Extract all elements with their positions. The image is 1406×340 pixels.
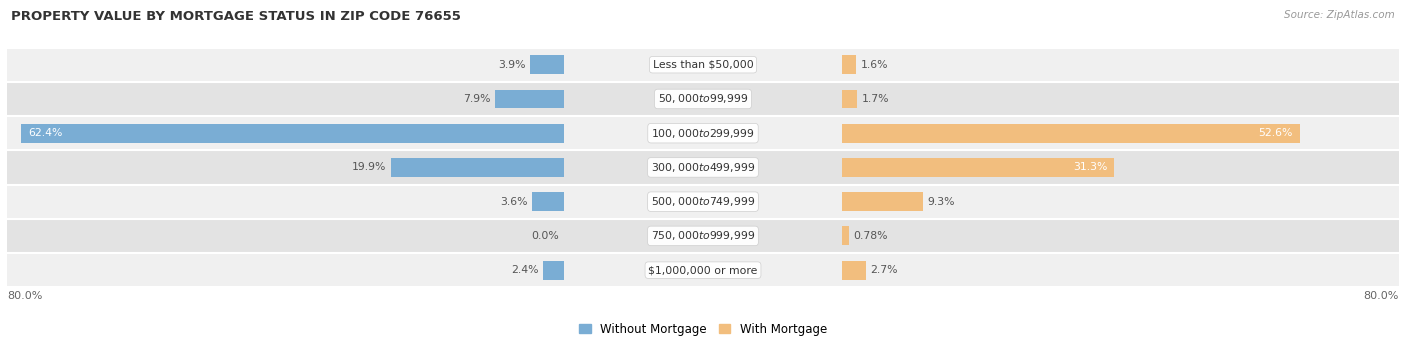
Text: 1.6%: 1.6% [860,60,889,70]
Bar [543,261,564,279]
Bar [530,55,564,74]
Text: 31.3%: 31.3% [1073,163,1108,172]
Text: $750,000 to $999,999: $750,000 to $999,999 [651,230,755,242]
Bar [842,124,1299,142]
Bar [842,226,849,245]
Text: Source: ZipAtlas.com: Source: ZipAtlas.com [1284,10,1395,20]
Text: 7.9%: 7.9% [463,94,491,104]
Bar [7,48,1399,82]
Text: 2.4%: 2.4% [510,265,538,275]
Text: 0.78%: 0.78% [853,231,887,241]
Text: 2.7%: 2.7% [870,265,897,275]
Bar [7,253,1399,287]
Text: $300,000 to $499,999: $300,000 to $499,999 [651,161,755,174]
Text: 80.0%: 80.0% [1364,291,1399,301]
Bar [842,192,924,211]
Text: $100,000 to $299,999: $100,000 to $299,999 [651,127,755,140]
Legend: Without Mortgage, With Mortgage: Without Mortgage, With Mortgage [574,318,832,340]
Text: Less than $50,000: Less than $50,000 [652,60,754,70]
Text: 3.9%: 3.9% [498,60,526,70]
Text: 0.0%: 0.0% [531,231,560,241]
Bar [842,89,858,108]
Text: $500,000 to $749,999: $500,000 to $749,999 [651,195,755,208]
Bar [495,89,564,108]
Bar [391,158,564,177]
Bar [533,192,564,211]
Bar [842,158,1115,177]
Bar [842,55,856,74]
Bar [7,219,1399,253]
Text: PROPERTY VALUE BY MORTGAGE STATUS IN ZIP CODE 76655: PROPERTY VALUE BY MORTGAGE STATUS IN ZIP… [11,10,461,23]
Bar [7,185,1399,219]
Text: 52.6%: 52.6% [1258,128,1294,138]
Text: 19.9%: 19.9% [352,163,387,172]
Text: 62.4%: 62.4% [28,128,62,138]
Bar [21,124,564,142]
Text: 9.3%: 9.3% [928,197,955,207]
Bar [7,150,1399,185]
Text: $1,000,000 or more: $1,000,000 or more [648,265,758,275]
Text: $50,000 to $99,999: $50,000 to $99,999 [658,92,748,105]
Text: 3.6%: 3.6% [501,197,529,207]
Bar [7,82,1399,116]
Text: 1.7%: 1.7% [862,94,889,104]
Text: 80.0%: 80.0% [7,291,42,301]
Bar [7,116,1399,150]
Bar [842,261,866,279]
